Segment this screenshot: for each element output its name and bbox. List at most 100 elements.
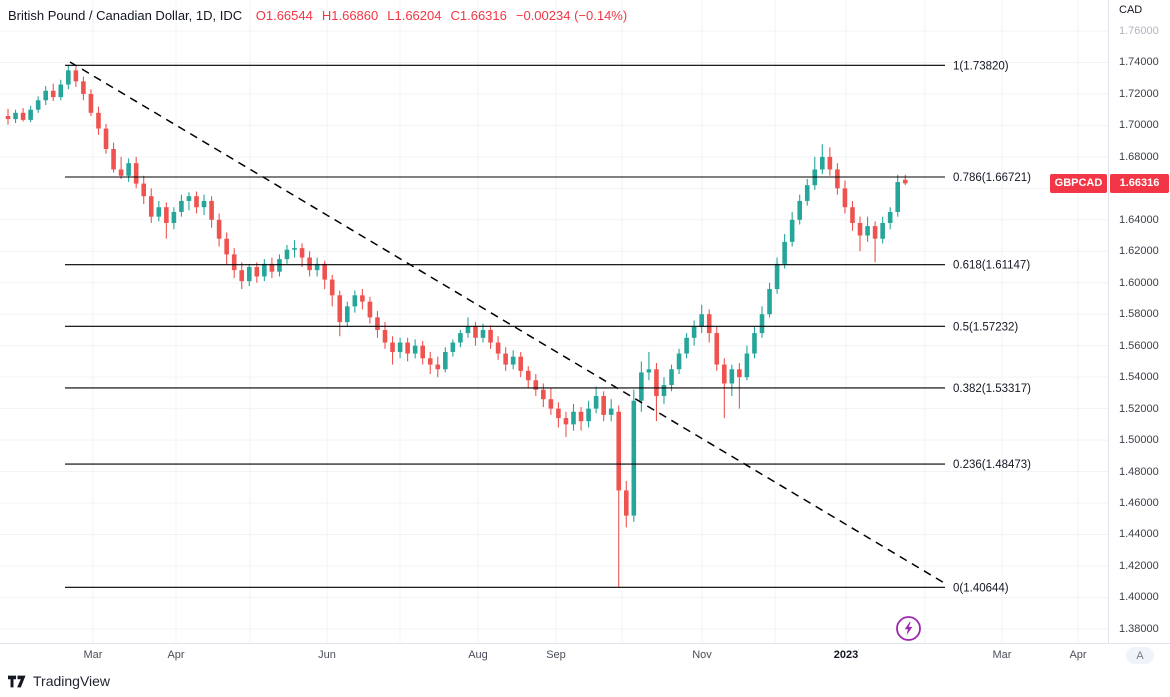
candle-body <box>480 329 486 338</box>
candlestick-chart[interactable]: 1(1.73820) 0.786(1.66721) 0.618(1.61147) 0.… <box>0 0 1108 643</box>
candle-body <box>277 259 282 272</box>
candle-body <box>133 163 139 184</box>
candle-body <box>13 112 18 120</box>
candle-body <box>465 326 471 334</box>
candle-body <box>352 295 358 307</box>
candle-body <box>706 314 712 334</box>
candle-body <box>450 342 456 352</box>
candle-body <box>789 219 795 242</box>
candle-body <box>835 169 840 189</box>
candle-body <box>820 156 825 170</box>
candle-body <box>804 185 810 201</box>
price-tick-label: 1.72000 <box>1119 87 1159 100</box>
candle-body <box>623 490 629 516</box>
price-tick-label: 1.42000 <box>1119 559 1159 572</box>
fib-level-label: 0.382(1.53317) <box>953 383 1031 395</box>
candle-body <box>96 112 101 129</box>
candle-body <box>774 263 780 290</box>
price-tick-label: 1.74000 <box>1119 56 1159 69</box>
candle-body <box>156 207 162 217</box>
lightning-bolt-icon <box>904 621 913 636</box>
price-tick-label: 1.50000 <box>1119 434 1159 447</box>
candle-body <box>171 211 177 223</box>
high-value: H1.66860 <box>321 8 379 23</box>
candle-body <box>872 226 878 239</box>
candle-body <box>691 326 697 338</box>
chart-legend[interactable]: British Pound / Canadian Dollar, 1D, IDC… <box>8 8 636 23</box>
symbol-title[interactable]: British Pound / Canadian Dollar, 1D, IDC <box>8 8 243 23</box>
price-tick-label: 1.56000 <box>1119 339 1159 352</box>
candle-body <box>797 200 802 220</box>
candle-body <box>405 342 410 354</box>
price-tick-label: 1.64000 <box>1119 213 1159 226</box>
price-axis[interactable]: CAD 1.76000 1.74000 1.72000 1.70000 1.68000 1… <box>1108 0 1170 643</box>
candle-body <box>50 90 56 98</box>
price-tick-label: 1.38000 <box>1119 622 1159 635</box>
time-tick-label: Mar <box>83 649 103 661</box>
candle-body <box>752 333 757 354</box>
candle-body <box>345 306 350 323</box>
time-tick-label: Sep <box>546 649 566 661</box>
instant-trading-button[interactable] <box>895 615 922 642</box>
candle-body <box>639 372 644 401</box>
candle-body <box>216 219 222 239</box>
time-tick-label: Apr <box>167 649 185 661</box>
candle-body <box>118 169 124 176</box>
candle-body <box>676 353 682 370</box>
candle-body <box>902 179 908 184</box>
candle-body <box>857 222 863 236</box>
price-tick-label: 1.62000 <box>1119 245 1159 258</box>
candle-body <box>269 263 275 272</box>
candle-body <box>81 81 86 94</box>
time-tick-label: Jun <box>318 649 336 661</box>
candle-body <box>525 370 531 381</box>
candle-body <box>164 207 169 223</box>
ohlc-values: O1.66544 H1.66860 L1.66204 C1.66316 −0.00234… <box>256 8 636 23</box>
chart-pane[interactable]: 1(1.73820) 0.786(1.66721) 0.618(1.61147) 0.… <box>0 0 1108 643</box>
candle-body <box>827 156 833 170</box>
time-tick-label: Apr <box>1069 649 1087 661</box>
price-tick-label: 1.54000 <box>1119 371 1159 384</box>
candle-body <box>714 333 720 365</box>
candle-body <box>865 226 870 236</box>
axis-currency-label: CAD <box>1119 4 1143 16</box>
candle-body <box>556 408 561 419</box>
footer-bar: TradingView <box>0 666 1170 697</box>
candle-body <box>737 369 742 378</box>
candle-body <box>28 109 33 120</box>
trendline-dashed[interactable] <box>69 61 947 585</box>
candle-body <box>488 329 493 343</box>
candle-body <box>307 257 312 271</box>
time-tick-label: Aug <box>468 649 488 661</box>
candle-body <box>201 200 207 208</box>
candle-body <box>435 364 441 370</box>
candle-body <box>420 345 425 359</box>
candle-body <box>284 249 290 260</box>
candle-body <box>631 400 637 516</box>
candle-body <box>427 358 433 365</box>
candle-body <box>148 196 154 217</box>
price-tick-label: 1.68000 <box>1119 150 1159 163</box>
tradingview-logo-icon <box>8 675 26 687</box>
candle-body <box>382 329 388 343</box>
candle-body <box>571 411 576 425</box>
auto-scale-button[interactable]: A <box>1126 647 1154 664</box>
fib-level-label: 0(1.40644) <box>953 582 1009 594</box>
price-tick-label: 1.46000 <box>1119 497 1159 510</box>
candle-body <box>375 317 380 330</box>
price-tick-label: 1.76000 <box>1119 25 1159 37</box>
candle-body <box>548 399 554 409</box>
price-tick-label: 1.60000 <box>1119 276 1159 289</box>
candle-body <box>443 351 448 370</box>
time-tick-label: Mar <box>992 649 1012 661</box>
candle-body <box>661 385 667 397</box>
candle-body <box>231 254 237 271</box>
candle-body <box>473 326 478 338</box>
candle-body <box>179 200 184 212</box>
tradingview-logo[interactable]: TradingView <box>8 673 110 689</box>
candle-body <box>533 380 539 390</box>
candle-body <box>66 70 71 85</box>
candle-body <box>646 369 652 373</box>
time-axis[interactable]: A Mar Apr Jun Aug Sep Nov 2023 Mar Apr <box>0 643 1170 668</box>
candle-body <box>367 301 373 318</box>
